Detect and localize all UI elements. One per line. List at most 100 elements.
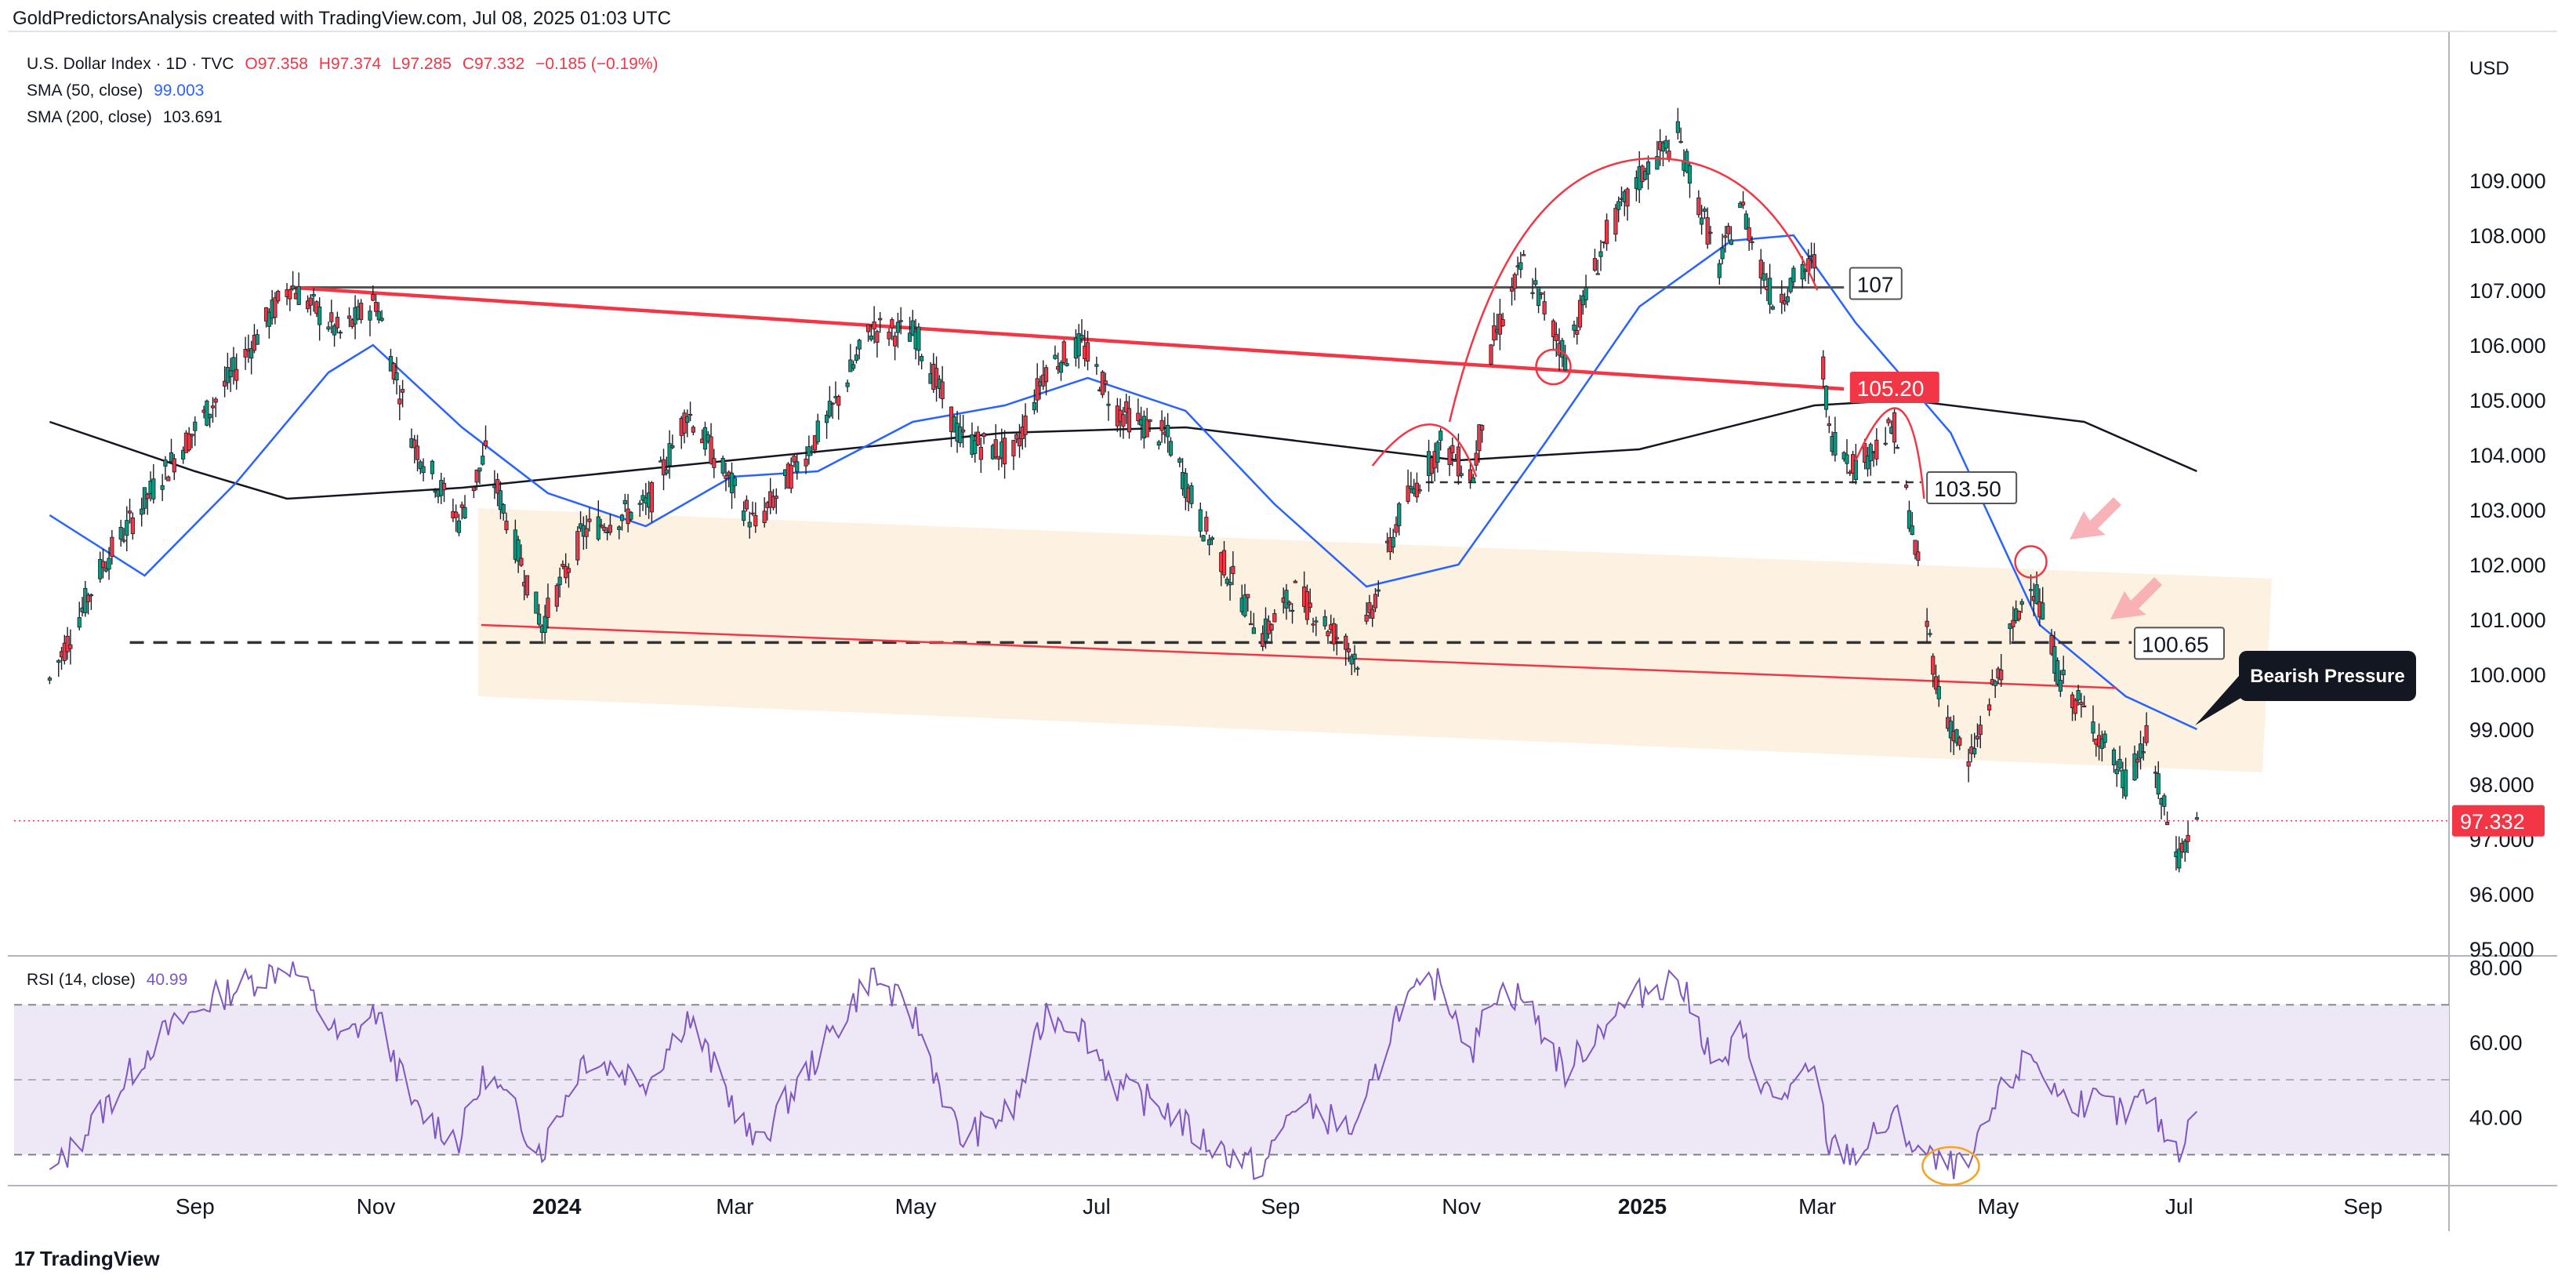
- price-tick-label: 101.000: [2469, 608, 2546, 632]
- candle-body: [441, 482, 447, 491]
- rsi-line: [49, 961, 2198, 1180]
- candle-body: [1931, 656, 1936, 675]
- candle-body: [1406, 485, 1410, 502]
- level-103-50-label-bg: [1926, 471, 2018, 504]
- candle-body: [145, 493, 150, 500]
- candle-body: [774, 496, 778, 500]
- candle-body: [1023, 415, 1028, 435]
- candle-body: [516, 539, 521, 562]
- candle-body: [160, 485, 165, 490]
- price-tick-label: 100.000: [2469, 663, 2546, 687]
- candle-body: [1780, 293, 1784, 303]
- consolidation-zone: [478, 508, 2272, 772]
- candle-body: [454, 511, 459, 518]
- candle-body: [1723, 235, 1728, 238]
- candle-body: [2041, 602, 2045, 620]
- candle-body: [1248, 623, 1254, 626]
- bearish-pressure-label: Bearish Pressure: [2250, 666, 2404, 687]
- candle-body: [1061, 341, 1066, 363]
- candle-body: [223, 380, 227, 387]
- candle-body: [907, 332, 912, 342]
- small-arc-left: [1371, 423, 1478, 478]
- candle-body: [2177, 848, 2182, 869]
- candle-body: [2016, 611, 2022, 620]
- candle-body: [1936, 686, 1941, 699]
- candle-body: [2055, 660, 2060, 685]
- candle-body: [875, 331, 880, 343]
- candle-body: [169, 452, 174, 462]
- candle-body: [190, 434, 194, 437]
- candle-body: [940, 381, 945, 400]
- candle-body: [2061, 670, 2066, 676]
- candle-body: [1228, 582, 1232, 586]
- rsi-value: 40.99: [146, 971, 188, 989]
- candle-body: [1346, 648, 1351, 652]
- candle-body: [670, 445, 675, 449]
- candle-body: [1148, 419, 1152, 422]
- candle-body: [916, 326, 921, 351]
- candle-body: [1972, 748, 1977, 754]
- time-tick-label: Mar: [716, 1194, 753, 1219]
- candle-body: [1913, 539, 1917, 555]
- candle-body: [2117, 758, 2122, 769]
- candle-body: [2034, 584, 2039, 605]
- candle-body: [371, 293, 376, 301]
- candle-body: [519, 558, 524, 566]
- candle-body: [682, 412, 687, 434]
- candle-body: [753, 514, 758, 527]
- candle-body: [2164, 822, 2170, 826]
- candle-body: [1853, 460, 1858, 481]
- candle-body: [910, 320, 915, 336]
- candle-body: [878, 318, 883, 321]
- price-tick-label: 109.000: [2469, 169, 2546, 193]
- candle-body: [1156, 441, 1161, 446]
- symbol-legend: U.S. Dollar Index · 1D · TVC O97.358 H97…: [27, 55, 659, 74]
- candle-body: [958, 426, 963, 444]
- candle-body: [845, 382, 850, 387]
- candle-body: [2132, 753, 2137, 781]
- candle-body: [1743, 213, 1748, 230]
- candle-body: [872, 321, 876, 330]
- candle-body: [210, 405, 216, 409]
- candle-body: [1655, 156, 1660, 170]
- candle-body: [100, 561, 106, 569]
- candle-body: [2138, 743, 2143, 759]
- candle-body: [1575, 330, 1580, 335]
- candle-body: [534, 591, 539, 614]
- candle-body: [561, 564, 565, 567]
- candle-body: [893, 336, 898, 347]
- candle-body: [1201, 535, 1206, 542]
- candle-body: [851, 364, 856, 369]
- candle-body: [691, 427, 695, 433]
- candle-body: [661, 459, 666, 476]
- candle-body: [103, 568, 108, 572]
- candle-body: [1738, 202, 1743, 209]
- candle-body: [317, 307, 322, 325]
- candle-body: [608, 525, 613, 533]
- candle-body: [1032, 401, 1037, 411]
- price-tick-label: 107.000: [2469, 279, 2546, 303]
- candle-body: [1364, 614, 1369, 622]
- candle-body: [1782, 300, 1787, 305]
- sma200-label: SMA (200, close): [27, 108, 152, 126]
- candle-body: [495, 479, 500, 494]
- candle-body: [1290, 609, 1295, 612]
- candle-body: [208, 413, 212, 419]
- candle-body: [2153, 772, 2158, 774]
- candle-body: [1577, 300, 1583, 328]
- candle-body: [1616, 201, 1621, 210]
- candle-body: [1966, 761, 1971, 767]
- candle-body: [1522, 254, 1526, 256]
- symbol-name: U.S. Dollar Index · 1D · TVC: [27, 55, 234, 73]
- candle-body: [1450, 445, 1455, 453]
- close-value: C97.332: [462, 55, 525, 73]
- time-tick-label: Sep: [176, 1194, 215, 1219]
- candle-body: [130, 517, 135, 535]
- candle-body: [255, 334, 259, 345]
- candle-body: [1554, 333, 1558, 341]
- candle-body: [1177, 458, 1182, 463]
- price-tick-label: 98.000: [2469, 773, 2534, 797]
- last-price-tag-bg: [2452, 805, 2545, 837]
- candle-body: [1999, 669, 2004, 681]
